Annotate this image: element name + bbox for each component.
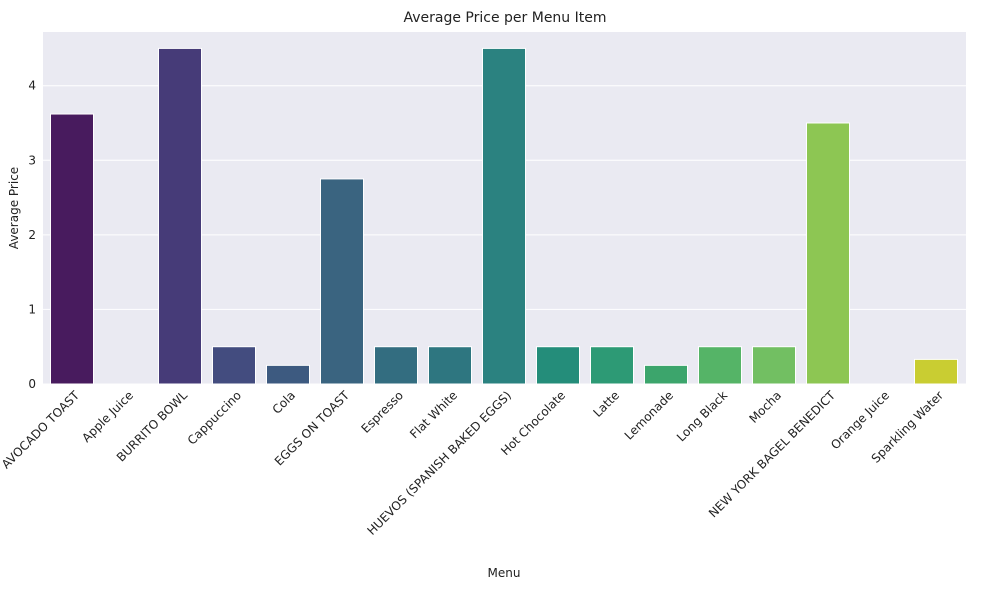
bar [212, 346, 256, 385]
y-tick-label: 1 [28, 302, 36, 316]
x-tick-label: Long Black [674, 388, 730, 444]
x-tick-label: AVOCADO TOAST [0, 388, 83, 472]
bar [914, 358, 958, 385]
x-tick-label: Cappuccino [185, 388, 244, 447]
y-tick-labels: 0 1 2 3 4 [28, 79, 36, 391]
y-axis-label: Average Price [7, 167, 21, 249]
y-tick-label: 3 [28, 153, 36, 167]
x-tick-label: Cola [270, 388, 299, 417]
bar [752, 346, 796, 385]
bar [320, 178, 364, 385]
bar [158, 47, 202, 385]
bar [482, 47, 526, 385]
x-tick-label: Apple Juice [79, 388, 136, 445]
bar [50, 113, 94, 385]
x-axis-label: Menu [488, 566, 521, 580]
y-tick-label: 0 [28, 377, 36, 391]
bar [644, 364, 688, 385]
bar [428, 346, 472, 385]
bar [806, 122, 850, 385]
y-tick-label: 4 [28, 79, 36, 93]
bar [698, 346, 742, 385]
y-tick-label: 2 [28, 228, 36, 242]
bar [536, 346, 580, 385]
x-tick-label: Latte [590, 388, 622, 420]
x-tick-label: Flat White [407, 388, 460, 441]
x-tick-label: Lemonade [622, 388, 676, 442]
bar [590, 346, 634, 385]
chart-title: Average Price per Menu Item [403, 10, 606, 26]
bar [374, 346, 418, 385]
x-tick-label: Mocha [746, 388, 784, 426]
bars [50, 47, 958, 385]
bar [266, 364, 310, 385]
x-tick-label: Espresso [358, 388, 406, 436]
